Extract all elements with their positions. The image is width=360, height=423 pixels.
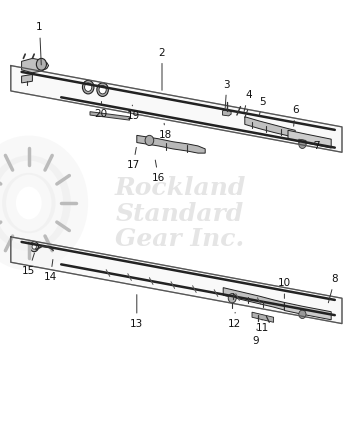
Polygon shape xyxy=(11,66,342,152)
Text: 17: 17 xyxy=(127,147,140,170)
Circle shape xyxy=(82,80,94,94)
Circle shape xyxy=(32,244,36,249)
Polygon shape xyxy=(137,135,205,153)
Polygon shape xyxy=(288,130,331,148)
Text: 13: 13 xyxy=(130,295,143,329)
Polygon shape xyxy=(11,237,342,324)
Text: 14: 14 xyxy=(44,260,57,282)
Text: 5: 5 xyxy=(259,96,266,116)
Text: 7: 7 xyxy=(314,141,320,151)
Text: Gear Inc.: Gear Inc. xyxy=(115,227,245,251)
Text: 15: 15 xyxy=(22,253,35,276)
Text: 3: 3 xyxy=(224,80,230,108)
Text: 19: 19 xyxy=(127,105,140,121)
Polygon shape xyxy=(245,117,295,137)
Circle shape xyxy=(145,135,154,146)
Circle shape xyxy=(99,85,106,94)
Polygon shape xyxy=(90,112,130,120)
Text: Standard: Standard xyxy=(116,202,244,225)
Text: 8: 8 xyxy=(328,274,338,303)
Text: 18: 18 xyxy=(159,124,172,140)
Text: 12: 12 xyxy=(228,313,240,329)
Circle shape xyxy=(228,294,236,303)
Polygon shape xyxy=(22,74,32,83)
Text: 1: 1 xyxy=(36,22,43,65)
Polygon shape xyxy=(223,288,284,310)
Polygon shape xyxy=(252,312,274,322)
Polygon shape xyxy=(299,139,306,145)
Text: 10: 10 xyxy=(278,278,291,298)
Circle shape xyxy=(36,58,46,70)
Text: 11: 11 xyxy=(256,320,269,333)
Text: 4: 4 xyxy=(244,90,252,112)
Text: 9: 9 xyxy=(252,329,259,346)
Text: 2: 2 xyxy=(159,48,165,90)
Circle shape xyxy=(299,310,306,319)
Text: Rockland: Rockland xyxy=(114,176,246,200)
Text: 6: 6 xyxy=(292,105,298,126)
Circle shape xyxy=(97,83,108,96)
Circle shape xyxy=(85,83,92,91)
Polygon shape xyxy=(222,110,231,116)
Polygon shape xyxy=(22,58,49,73)
Text: 16: 16 xyxy=(152,160,165,183)
Polygon shape xyxy=(284,302,331,320)
Circle shape xyxy=(299,140,306,148)
Text: 20: 20 xyxy=(94,102,107,119)
Circle shape xyxy=(30,242,39,252)
